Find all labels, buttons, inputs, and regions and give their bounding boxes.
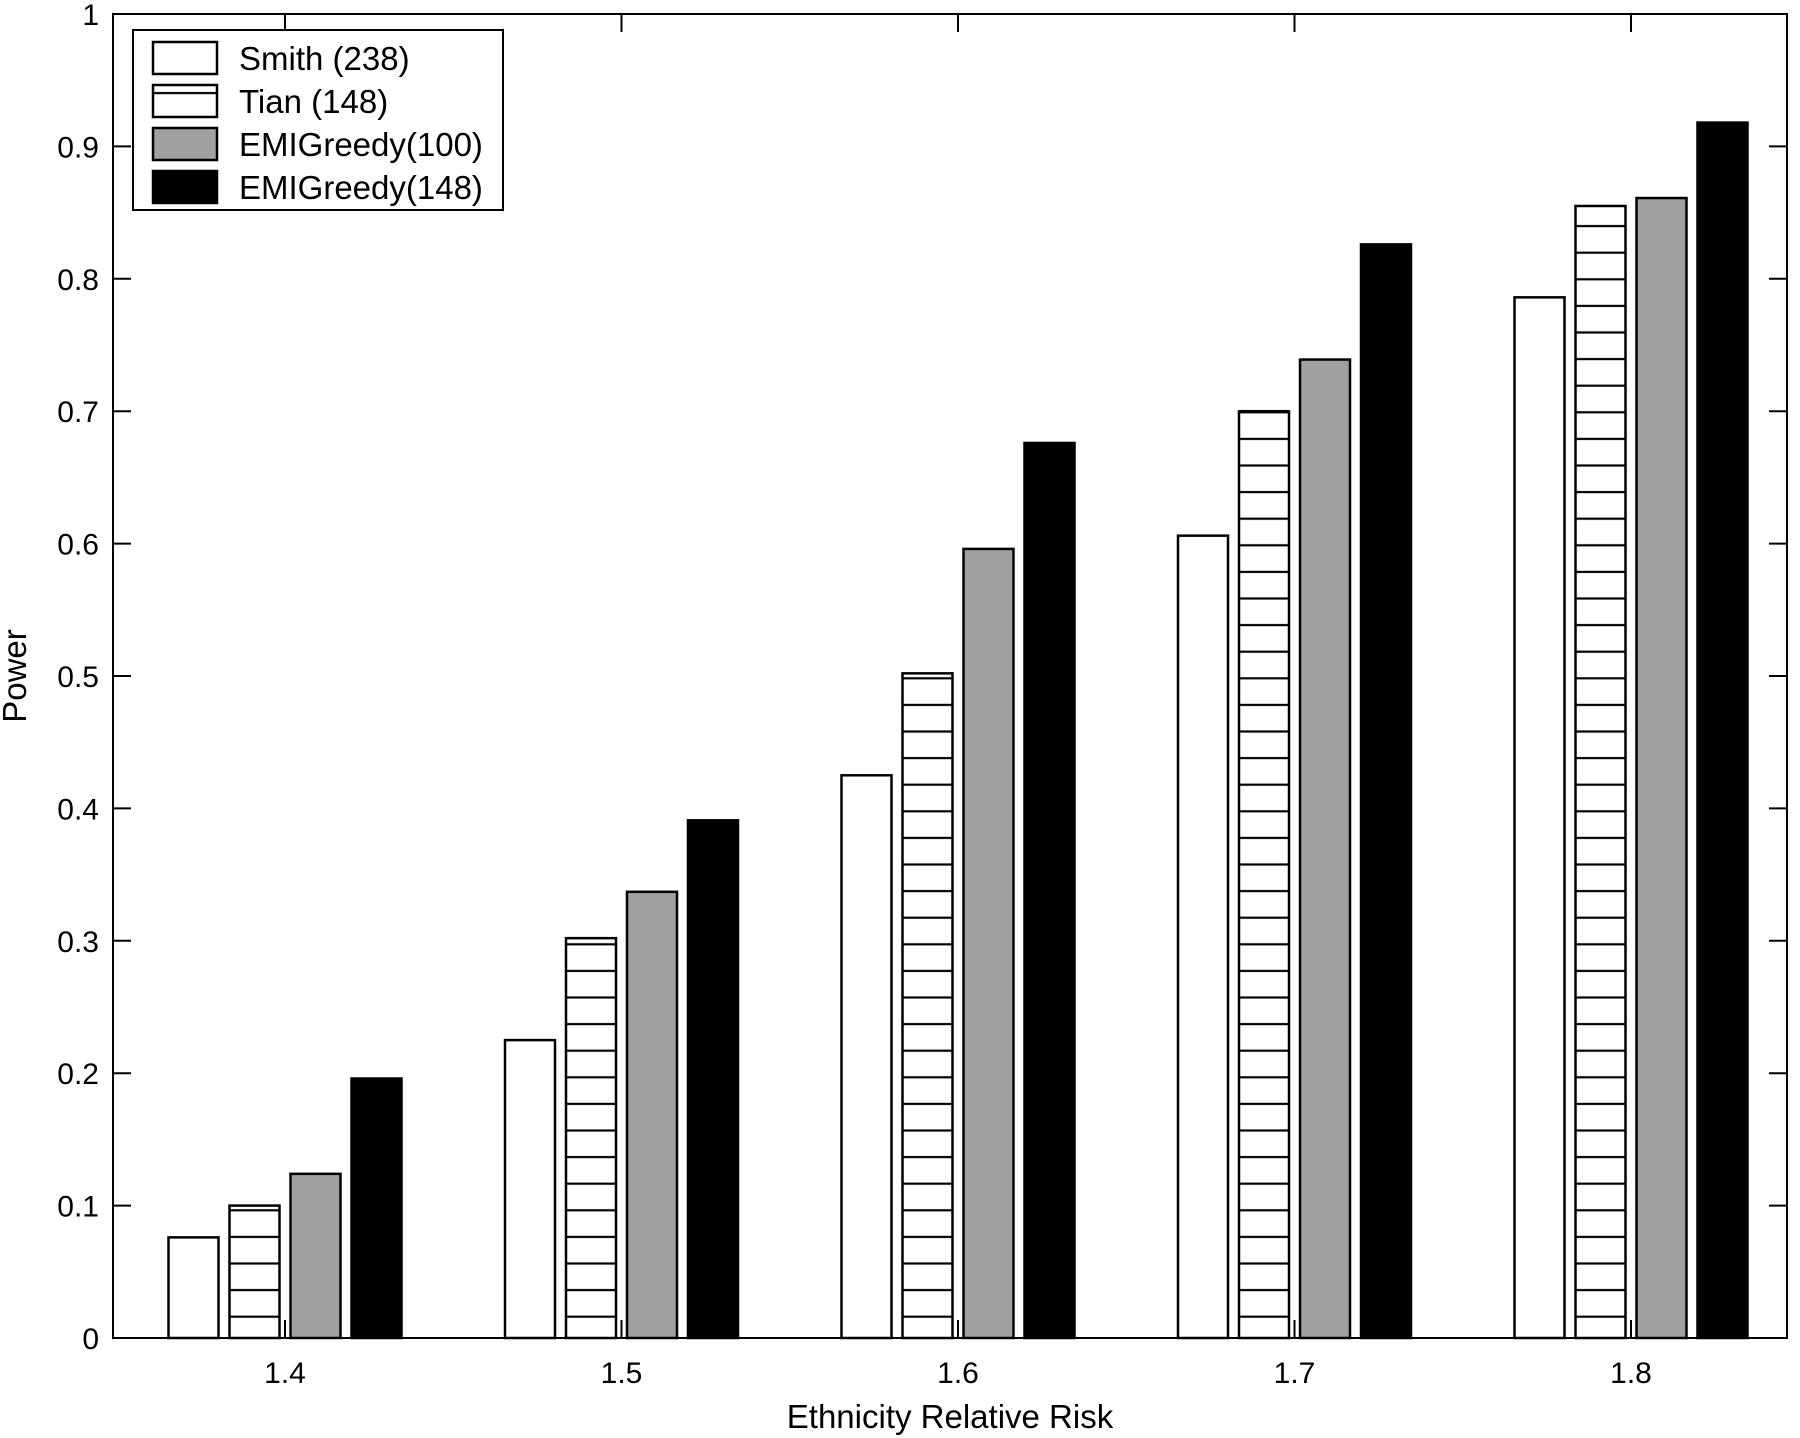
axis-ticks bbox=[113, 13, 1787, 1339]
y-tick-label: 0.1 bbox=[57, 1191, 99, 1224]
legend-label: EMIGreedy(100) bbox=[239, 126, 483, 163]
legend-label: EMIGreedy(148) bbox=[239, 169, 483, 206]
x-tick-label: 1.8 bbox=[1610, 1357, 1652, 1390]
bar-black-1-5 bbox=[686, 819, 740, 1340]
y-tick-label: 1 bbox=[82, 0, 99, 32]
bar-hatched-1-5 bbox=[564, 936, 618, 1340]
y-axis-title: Power bbox=[0, 629, 33, 723]
bar-hatched-1-8 bbox=[1574, 204, 1627, 1340]
bars-layer bbox=[167, 121, 1749, 1340]
x-axis-title: Ethnicity Relative Risk bbox=[787, 1398, 1114, 1435]
bar-black-1-7 bbox=[1359, 243, 1413, 1340]
bar-white-1-7 bbox=[1176, 534, 1230, 1340]
y-tick-label: 0.8 bbox=[57, 264, 99, 297]
bar-gray-1-4 bbox=[289, 1172, 342, 1340]
bar-hatched-1-7 bbox=[1237, 409, 1291, 1340]
bar-white-1-4 bbox=[167, 1236, 220, 1340]
x-tick-label: 1.7 bbox=[1274, 1357, 1316, 1390]
y-tick-label: 0.7 bbox=[57, 396, 99, 429]
tick-labels: 0 0.1 0.2 0.3 0.4 0.5 0.6 0.7 0.8 0.9 1 1.4 1.5 1.6 1.… bbox=[57, 0, 1652, 1390]
legend-swatch-white bbox=[151, 40, 219, 76]
legend-swatch-hatched bbox=[151, 83, 219, 119]
bar-gray-1-6 bbox=[962, 547, 1015, 1340]
x-tick-label: 1.6 bbox=[937, 1357, 979, 1390]
y-tick-label: 0.5 bbox=[57, 661, 99, 694]
legend-swatch-black bbox=[151, 169, 219, 205]
y-tick-label: 0.9 bbox=[57, 131, 99, 164]
bar-white-1-5 bbox=[503, 1038, 557, 1340]
x-tick-label: 1.5 bbox=[601, 1357, 643, 1390]
bar-black-1-4 bbox=[350, 1077, 403, 1340]
y-tick-label: 0.6 bbox=[57, 529, 99, 562]
bar-hatched-1-6 bbox=[901, 672, 954, 1340]
legend-swatch-gray bbox=[151, 126, 219, 162]
bar-gray-1-5 bbox=[625, 890, 679, 1340]
legend-label: Smith (238) bbox=[239, 40, 410, 77]
y-tick-label: 0.3 bbox=[57, 926, 99, 959]
legend: Smith (238) Tian (148) EMIGreedy(100) EMIGr… bbox=[132, 29, 504, 211]
bar-white-1-6 bbox=[840, 774, 893, 1340]
x-tick-label: 1.4 bbox=[264, 1357, 306, 1390]
bar-black-1-6 bbox=[1023, 441, 1076, 1340]
y-tick-label: 0.4 bbox=[57, 793, 99, 826]
legend-label: Tian (148) bbox=[239, 83, 388, 120]
bar-black-1-8 bbox=[1696, 121, 1749, 1340]
bar-gray-1-8 bbox=[1635, 196, 1688, 1340]
y-tick-label: 0.2 bbox=[57, 1058, 99, 1091]
bar-gray-1-7 bbox=[1298, 358, 1352, 1340]
bar-hatched-1-4 bbox=[228, 1204, 281, 1340]
y-tick-label: 0 bbox=[82, 1323, 99, 1356]
bar-white-1-8 bbox=[1513, 296, 1566, 1340]
